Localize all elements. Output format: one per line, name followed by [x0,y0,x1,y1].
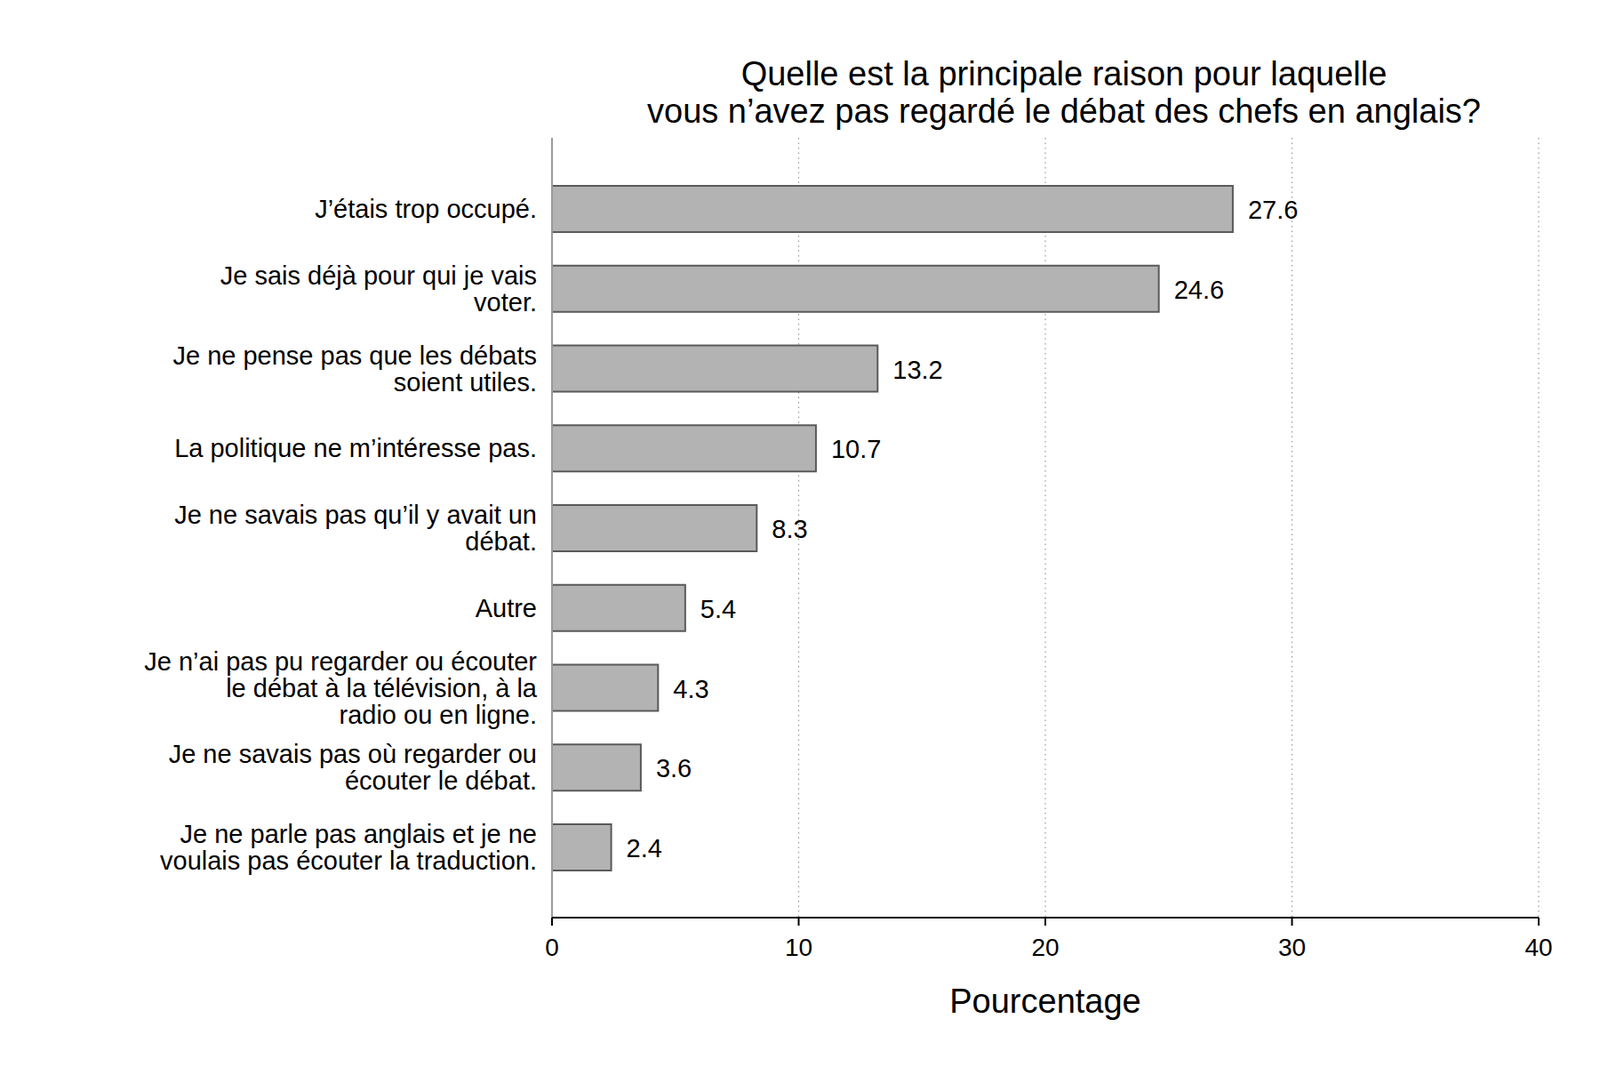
category-label: Je ne pense pas que les débatssoient uti… [172,341,537,397]
data-label: 27.6 [1248,195,1298,224]
bar [552,664,658,712]
category-label-line: soient utiles. [393,368,537,397]
grid-line [1044,137,1046,918]
category-label: Je ne savais pas où regarder ouécouter l… [168,739,537,795]
grid-line [1291,137,1293,918]
chart-svg: Quelle est la principale raison pour laq… [0,0,1600,1067]
data-label: 24.6 [1174,275,1224,304]
title-line: Quelle est la principale raison pour laq… [741,55,1388,93]
category-label-line: le débat à la télévision, à la [225,673,538,703]
category-label-line: radio ou en ligne. [339,700,538,729]
category-label-line: Je n’ai pas pu regarder ou écouter [144,647,537,676]
category-label-line: voulais pas écouter la traduction. [160,846,537,875]
bar [552,504,757,552]
x-tick-label: 20 [1031,933,1059,961]
category-label-line: débat. [464,527,537,556]
category-label-line: Je sais déjà pour qui je vais [220,261,537,290]
category-label-line: La politique ne m’intéresse pas. [174,433,537,463]
x-tick-label: 40 [1524,933,1552,961]
category-label: La politique ne m’intéresse pas. [174,433,537,463]
category-label-line: écouter le débat. [344,766,537,795]
category-label-line: Autre [475,593,537,623]
chart-title: Quelle est la principale raison pour laq… [647,55,1481,130]
bar [552,584,686,632]
data-label: 2.4 [626,833,663,863]
category-label: Je n’ai pas pu regarder ou écouterle déb… [144,647,538,729]
title-line: vous n’avez pas regardé le débat des che… [647,92,1481,130]
bar [552,824,612,871]
chart-root: Quelle est la principale raison pour laq… [0,0,1600,1067]
category-label-line: Je ne savais pas qu’il y avait un [174,500,537,529]
data-label: 10.7 [831,434,881,464]
category-label-line: Je ne pense pas que les débats [172,341,537,370]
background [0,0,1600,1067]
data-label: 4.3 [672,674,709,704]
grid-line [551,137,552,918]
category-label-line: J’étais trop occupé. [314,194,537,224]
data-label: 13.2 [892,355,943,384]
data-label: 5.4 [700,594,736,624]
category-label: J’étais trop occupé. [314,194,537,224]
category-label-line: Je ne savais pas où regarder ou [168,739,537,768]
x-tick [1537,917,1540,926]
x-tick [1291,917,1294,926]
x-tick-label: 0 [544,933,560,961]
y-axis-line [551,137,553,918]
bar [552,265,1160,312]
category-label: Autre [475,593,537,623]
category-label: Je ne parle pas anglais et je nevoulais … [160,819,537,875]
grid-line [1537,137,1539,918]
data-label: 3.6 [656,753,692,783]
category-label: Je ne savais pas qu’il y avait undébat. [174,500,537,556]
x-tick-label: 10 [784,933,813,961]
bar [552,744,641,791]
category-label-line: voter. [473,288,537,317]
x-tick [798,917,800,926]
bar [552,345,878,392]
x-tick-label: 30 [1278,933,1306,961]
x-tick [1044,917,1047,926]
bar [552,424,816,472]
labels: J’étais trop occupé. 27.6 Je sais déjà pou… [144,194,1298,875]
bar [552,185,1233,232]
x-tick [551,917,553,926]
x-axis-title: Pourcentage [949,982,1142,1020]
category-label: Je sais déjà pour qui je vaisvoter. [220,261,537,317]
category-label-line: Je ne parle pas anglais et je ne [180,819,537,848]
bars [552,185,1233,871]
data-label: 8.3 [771,514,808,544]
